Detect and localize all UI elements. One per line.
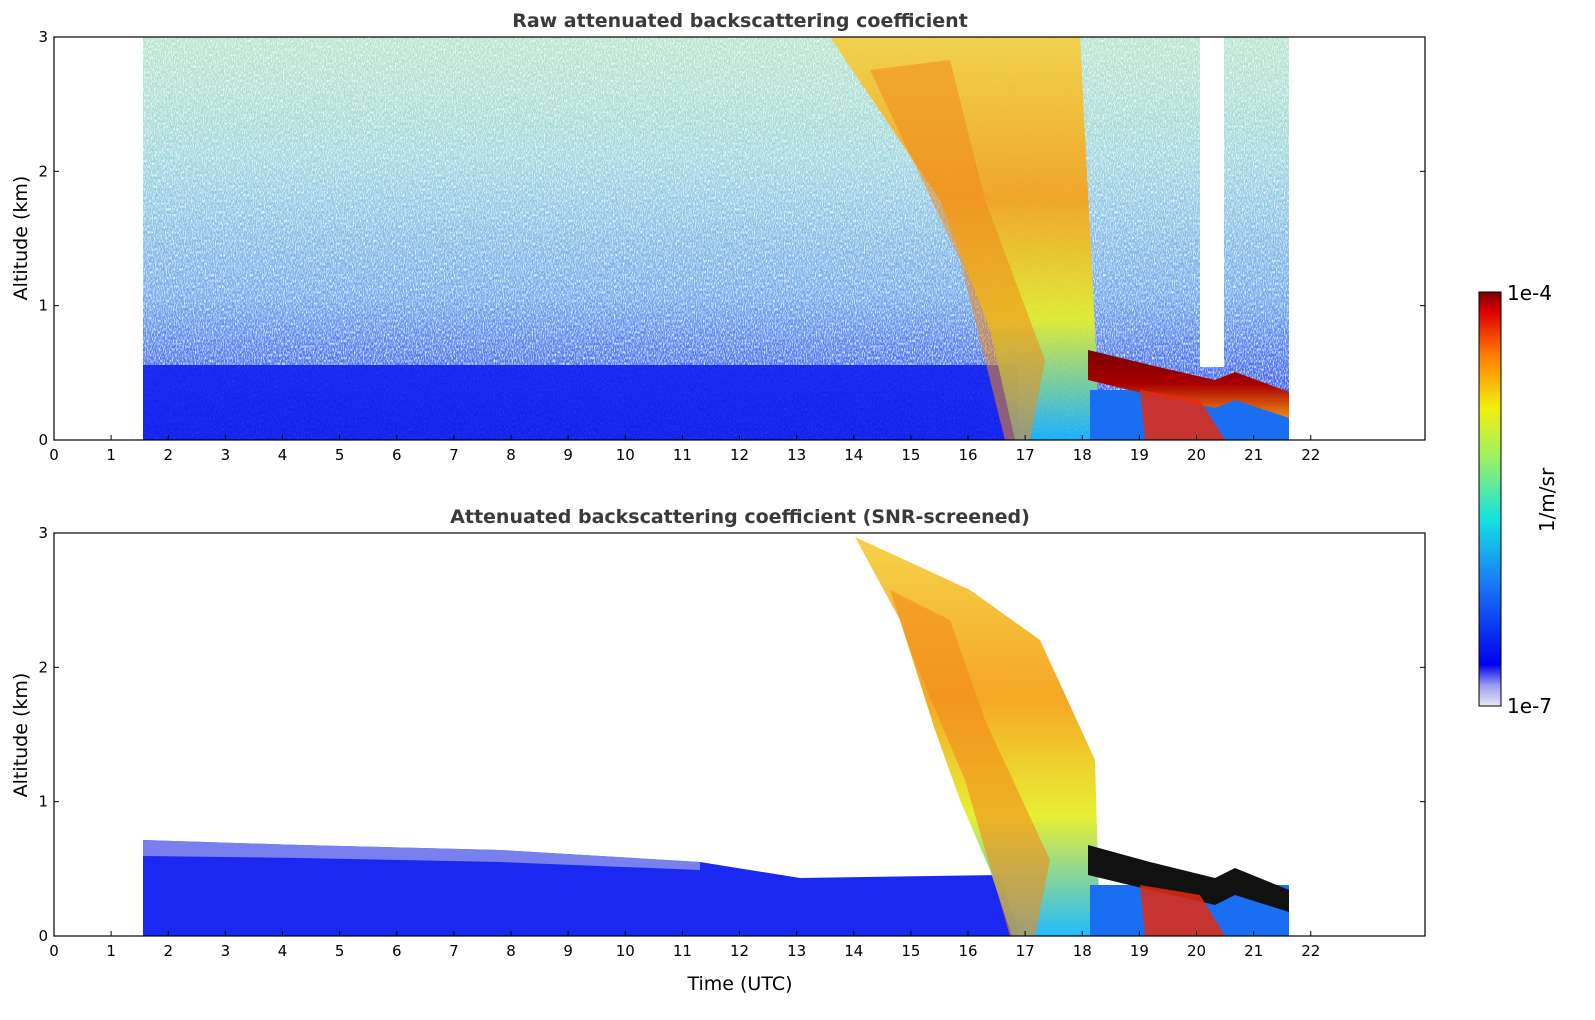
y-tick-label: 0	[38, 431, 48, 449]
colorbar-gradient	[1478, 291, 1502, 707]
y-tick-label: 1	[38, 793, 48, 811]
x-tick-label: 5	[335, 942, 345, 960]
x-tick-label: 16	[958, 942, 977, 960]
y-tick-label: 3	[38, 524, 48, 542]
x-tick-label: 3	[221, 942, 231, 960]
x-tick-label: 4	[278, 942, 288, 960]
x-tick-label: 9	[563, 942, 573, 960]
raw-low-cloud-layer	[1088, 350, 1289, 418]
panel-screened-ylabel: Altitude (km)	[10, 673, 32, 798]
panel-screened-xticks: 0 1 2 3 4 5 6 7 8 9 10 11 12 13 14 15 16 17 18 19 20 21 22	[49, 931, 1320, 960]
panel-screened-title: Attenuated backscattering coefficient (S…	[450, 506, 1030, 528]
x-tick-label: 6	[392, 446, 402, 464]
x-tick-label: 7	[449, 942, 459, 960]
x-tick-label: 8	[506, 942, 516, 960]
x-tick-label: 1	[106, 942, 116, 960]
colorbar-unit-label: 1/m/sr	[1535, 467, 1559, 532]
x-tick-label: 15	[901, 942, 920, 960]
panel-raw-yticks: 0 1 2 3	[38, 28, 1425, 449]
panel-screened: Attenuated backscattering coefficient (S…	[10, 506, 1426, 995]
x-tick-label: 18	[1073, 446, 1092, 464]
x-tick-label: 19	[1130, 446, 1149, 464]
screened-plume-core	[890, 590, 1050, 936]
x-tick-label: 10	[616, 446, 635, 464]
y-tick-label: 3	[38, 28, 48, 46]
x-tick-label: 3	[221, 446, 231, 464]
screened-cloud-red-drop	[1140, 885, 1225, 936]
panel-raw: Raw attenuated backscattering coefficien…	[10, 10, 1426, 464]
raw-boundary-layer	[143, 365, 1018, 440]
panel-raw-xticks: 0 1 2 3 4 5 6 7 8 9 10 11 12 13 14 15 16 17 18 19 20 21 22	[49, 435, 1320, 464]
x-tick-label: 20	[1187, 446, 1206, 464]
x-tick-label: 16	[958, 446, 977, 464]
x-tick-label: 13	[787, 446, 806, 464]
x-tick-label: 0	[49, 942, 59, 960]
raw-data-gap	[1200, 37, 1224, 367]
x-tick-label: 18	[1073, 942, 1092, 960]
x-tick-label: 14	[844, 446, 863, 464]
y-tick-label: 1	[38, 297, 48, 315]
x-tick-label: 12	[730, 942, 749, 960]
x-tick-label: 9	[563, 446, 573, 464]
x-tick-label: 22	[1301, 942, 1320, 960]
y-tick-label: 0	[38, 927, 48, 945]
x-tick-label: 12	[730, 446, 749, 464]
y-tick-label: 2	[38, 658, 48, 676]
screened-boundary-layer	[143, 840, 1020, 936]
x-tick-label: 13	[787, 942, 806, 960]
x-tick-label: 11	[673, 446, 692, 464]
colorbar-min-label: 1e-7	[1507, 694, 1552, 718]
panel-screened-yticks: 0 1 2 3	[38, 524, 1425, 945]
colorbar-max-label: 1e-4	[1507, 281, 1552, 305]
x-tick-label: 1	[106, 446, 116, 464]
x-tick-label: 11	[673, 942, 692, 960]
screened-boundary-top	[143, 840, 700, 870]
x-tick-label: 4	[278, 446, 288, 464]
x-tick-label: 7	[449, 446, 459, 464]
screened-low-cloud-layer	[1088, 845, 1289, 912]
panel-raw-ylabel: Altitude (km)	[10, 176, 32, 301]
x-tick-label: 22	[1301, 446, 1320, 464]
x-tick-label: 19	[1130, 942, 1149, 960]
panel-screened-xlabel: Time (UTC)	[686, 973, 792, 995]
x-tick-label: 21	[1244, 446, 1263, 464]
colorbar: 1e-4 1e-7 1/m/sr	[1478, 281, 1559, 718]
x-tick-label: 10	[616, 942, 635, 960]
x-tick-label: 15	[901, 446, 920, 464]
raw-plume-core	[870, 60, 1045, 440]
x-tick-label: 17	[1016, 942, 1035, 960]
x-tick-label: 2	[163, 446, 173, 464]
x-tick-label: 2	[163, 942, 173, 960]
x-tick-label: 17	[1016, 446, 1035, 464]
x-tick-label: 6	[392, 942, 402, 960]
x-tick-label: 5	[335, 446, 345, 464]
panel-raw-title: Raw attenuated backscattering coefficien…	[512, 10, 968, 32]
panel-screened-heatmap	[143, 537, 1289, 936]
x-tick-label: 0	[49, 446, 59, 464]
panel-raw-heatmap	[143, 37, 1289, 440]
raw-cloud-red-drop	[1140, 390, 1225, 440]
x-tick-label: 14	[844, 942, 863, 960]
x-tick-label: 20	[1187, 942, 1206, 960]
x-tick-label: 8	[506, 446, 516, 464]
y-tick-label: 2	[38, 162, 48, 180]
x-tick-label: 21	[1244, 942, 1263, 960]
